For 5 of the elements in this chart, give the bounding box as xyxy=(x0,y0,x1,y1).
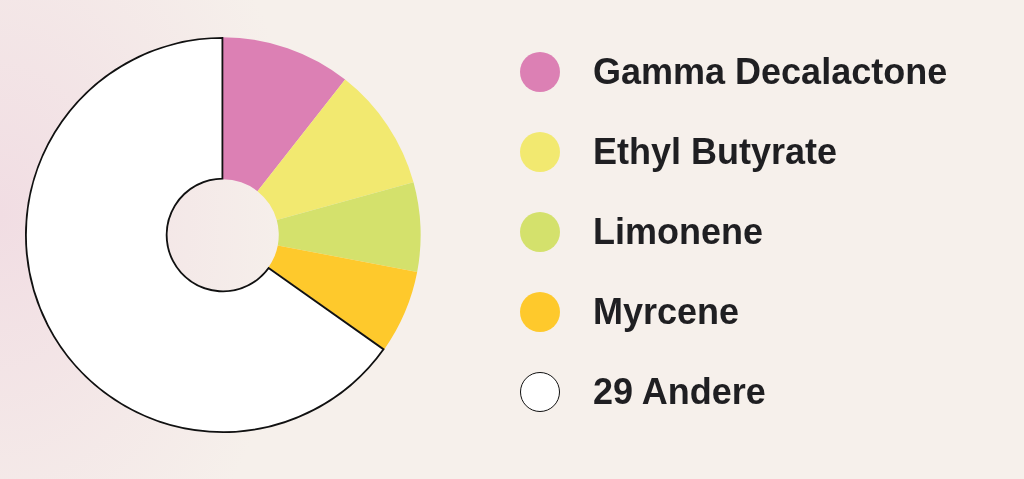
legend-label: 29 Andere xyxy=(593,370,766,414)
legend-label: Ethyl Butyrate xyxy=(593,130,838,174)
legend-label: Limonene xyxy=(593,210,764,254)
legend-label: Myrcene xyxy=(593,290,740,334)
legend-label: Gamma Decalactone xyxy=(593,50,948,94)
